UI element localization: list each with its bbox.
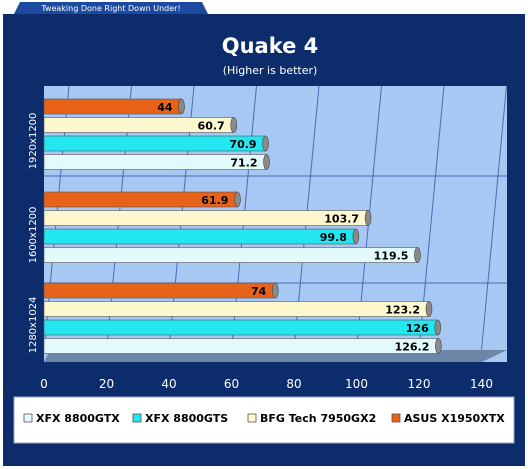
chart-title: Quake 4	[222, 34, 319, 58]
bar-end-cap	[271, 282, 279, 299]
category-labels: 1920x1200 1600x1200 1280x1024	[28, 113, 39, 354]
data-label: 70.9	[229, 138, 256, 151]
x-tick-label: 60	[224, 377, 239, 391]
header-tagline: Tweaking Done Right Down Under!	[40, 4, 180, 13]
data-label: 74	[251, 285, 267, 298]
x-tick-label: 120	[408, 377, 431, 391]
x-tick-label: 100	[345, 377, 368, 391]
bar-end-cap	[234, 191, 241, 208]
bar-end-cap	[230, 117, 237, 133]
legend-box	[13, 396, 515, 444]
data-label: 126	[406, 322, 429, 335]
gridline	[481, 85, 507, 351]
legend-label: BFG Tech 7950GX2	[260, 412, 376, 425]
bar-end-cap	[352, 228, 360, 245]
x-tick-labels: 0 20 40 60 80 100 120 140	[40, 377, 493, 391]
bar-bfg-tech-7950gx2	[43, 210, 369, 226]
data-label: 103.7	[324, 213, 359, 226]
header-tag	[14, 2, 208, 14]
bar-bfg-tech-7950gx2	[43, 301, 430, 317]
bar-end-cap	[364, 210, 372, 226]
category-label: 1920x1200	[28, 113, 39, 170]
bar-end-cap	[435, 338, 442, 354]
legend: XFX 8800GTX XFX 8800GTS BFG Tech 7950GX2 AS…	[23, 412, 505, 425]
legend-item: BFG Tech 7950GX2	[247, 412, 376, 425]
category-label: 1280x1024	[28, 297, 39, 354]
data-label: 126.2	[395, 341, 430, 354]
bar-group: 44 60.7 70.9 71.2 61.9 103.7 99.8 119.5 74 123.2 1…	[43, 98, 442, 354]
bar-end-cap	[425, 301, 433, 317]
x-tick-label: 20	[99, 377, 114, 391]
data-label: 71.2	[230, 157, 257, 170]
x-tick-label: 140	[470, 377, 493, 391]
legend-label: XFX 8800GTS	[145, 412, 228, 425]
data-label: 44	[157, 101, 173, 114]
legend-swatch	[247, 413, 257, 423]
legend-item: XFX 8800GTS	[132, 412, 228, 425]
bar-xfx-8800gts	[43, 319, 439, 336]
bar-end-cap	[262, 135, 269, 152]
x-tick-label: 40	[161, 377, 176, 391]
legend-item: XFX 8800GTX	[23, 412, 120, 425]
bar-end-cap	[263, 154, 270, 170]
legend-swatch	[391, 413, 401, 423]
bar-xfx-8800gtx	[43, 247, 418, 263]
legend-label: ASUS X1950XTX	[404, 412, 505, 425]
data-label: 60.7	[198, 120, 225, 133]
data-label: 99.8	[320, 231, 347, 244]
legend-swatch	[132, 413, 142, 423]
x-tick-label: 0	[40, 377, 48, 391]
bar-end-cap	[414, 247, 421, 263]
legend-swatch	[23, 413, 33, 423]
x-tick-label: 80	[286, 377, 301, 391]
data-label: 119.5	[374, 250, 409, 263]
legend-item: ASUS X1950XTX	[391, 412, 505, 425]
category-label: 1600x1200	[28, 207, 39, 264]
chart-subtitle: (Higher is better)	[223, 64, 318, 77]
bar-asus-x1950xtx	[43, 282, 276, 299]
legend-label: XFX 8800GTX	[36, 412, 120, 425]
bar-xfx-8800gtx	[43, 338, 439, 354]
bar-end-cap	[434, 319, 442, 336]
bar-xfx-8800gts	[43, 228, 357, 245]
data-label: 123.2	[385, 304, 420, 317]
data-label: 61.9	[201, 194, 228, 207]
bar-end-cap	[178, 98, 185, 115]
